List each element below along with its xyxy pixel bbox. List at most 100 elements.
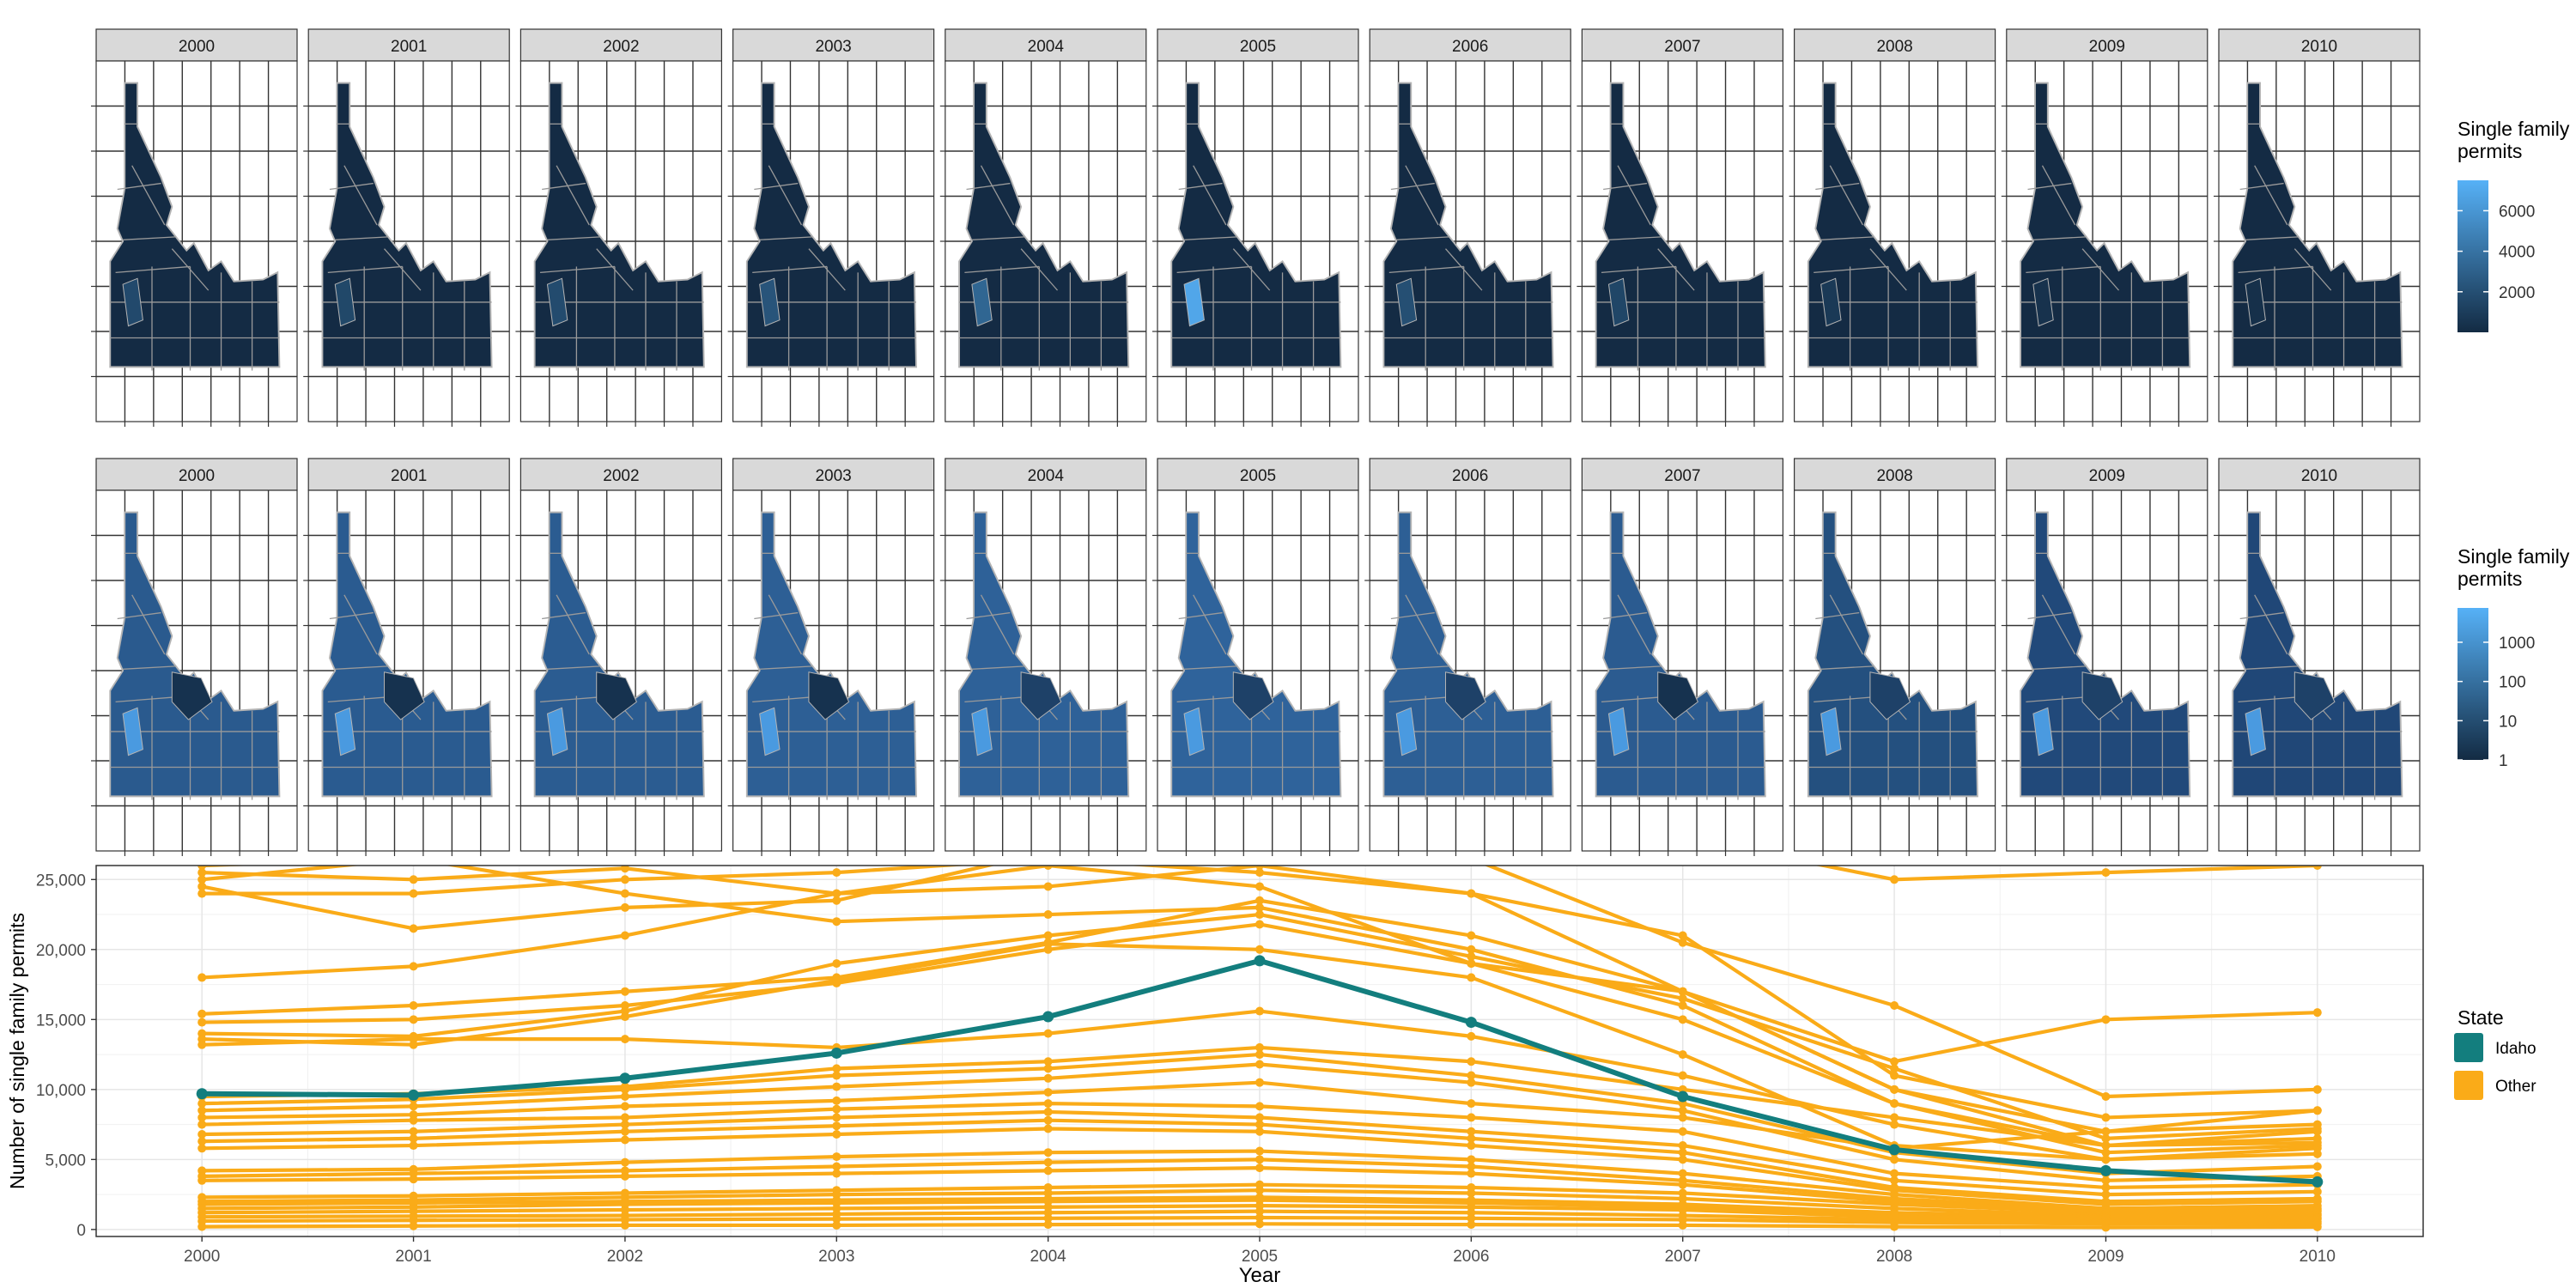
point-other — [620, 866, 629, 873]
series-line-other — [202, 866, 2318, 1120]
point-other — [1043, 931, 1053, 940]
point-other — [1255, 902, 1264, 912]
point-other — [620, 902, 629, 912]
facet-strip-label: 2002 — [603, 38, 639, 56]
facet-strip-label: 2002 — [603, 467, 639, 485]
point-other — [1043, 1064, 1053, 1073]
point-other — [2101, 1148, 2111, 1157]
legend-title-line1: Single family — [2458, 118, 2570, 140]
county-highlight — [2032, 707, 2054, 756]
point-other — [620, 1127, 629, 1136]
point-other — [1043, 939, 1053, 949]
county-dark — [1445, 671, 1486, 720]
county-highlight — [546, 277, 568, 327]
legend-label: Idaho — [2495, 1040, 2537, 1058]
facet-2000: 2000 — [91, 458, 298, 856]
point-other — [832, 1162, 841, 1171]
x-tick-label: 2000 — [184, 1248, 220, 1266]
point-other — [1890, 1064, 1899, 1073]
series-line-other — [201, 866, 2318, 1099]
point-other — [1678, 931, 1687, 940]
facet-strip — [945, 28, 1147, 62]
point-other — [1890, 1222, 1899, 1231]
facet-2007: 2007 — [1577, 28, 1784, 427]
point-idaho — [2099, 1164, 2111, 1176]
point-other — [410, 854, 418, 863]
point-other — [832, 1152, 841, 1162]
legend-colorbar — [2458, 180, 2488, 332]
legend-tick-label: 1 — [2499, 752, 2508, 770]
point-other — [409, 1127, 418, 1136]
point-other — [1467, 1169, 1476, 1178]
point-other — [1467, 1127, 1476, 1136]
point-other — [2101, 1182, 2111, 1192]
point-other — [1255, 1078, 1264, 1087]
point-other — [1467, 1031, 1476, 1041]
point-other — [620, 1012, 629, 1022]
point-other — [2101, 1155, 2111, 1164]
point-other — [409, 1141, 418, 1151]
facet-2008: 2008 — [1789, 458, 1996, 856]
point-other — [1043, 1099, 1053, 1109]
facet-strip-label: 2007 — [1664, 467, 1700, 485]
point-idaho — [196, 1088, 208, 1100]
point-other — [1255, 1050, 1264, 1060]
series-line-other — [202, 866, 2318, 882]
point-other — [832, 975, 841, 985]
point-other — [1467, 1155, 1476, 1164]
point-other — [1043, 1213, 1053, 1223]
point-other — [2312, 866, 2322, 870]
facet-2004: 2004 — [939, 28, 1147, 427]
point-other — [1890, 1099, 1899, 1109]
facet-strip-label: 2006 — [1452, 38, 1488, 56]
facet-strip-label: 2009 — [2089, 38, 2125, 56]
point-other — [1043, 1220, 1053, 1230]
county-dark — [808, 671, 850, 720]
point-other — [197, 1137, 207, 1146]
point-other — [620, 931, 629, 940]
point-other — [1678, 1155, 1687, 1164]
facet-strip — [2218, 28, 2421, 62]
point-other — [1255, 1006, 1264, 1016]
point-other — [2312, 1124, 2322, 1133]
point-other — [1043, 1157, 1053, 1167]
facet-2007: 2007 — [1577, 458, 1784, 856]
point-other — [1678, 1050, 1687, 1060]
facet-strip-label: 2004 — [1028, 467, 1065, 485]
point-other — [409, 1133, 418, 1143]
point-other — [197, 1099, 207, 1109]
point-other — [1467, 889, 1476, 898]
legend-key-other — [2454, 1071, 2483, 1100]
point-other — [197, 882, 207, 891]
map-row-linear: 2000 2001 2002 2003 2004 2005 2006 2007 2008 2009… — [91, 28, 2421, 427]
point-other — [620, 875, 629, 884]
point-other — [1467, 1057, 1476, 1066]
point-other — [1044, 854, 1053, 863]
point-other — [1043, 882, 1053, 891]
point-other — [1467, 931, 1476, 940]
facet-strip — [1369, 458, 1571, 491]
point-other — [832, 1064, 841, 1073]
point-idaho — [619, 1072, 631, 1084]
legend-log: Single family permits 1 10 100 1000 — [2458, 545, 2570, 770]
facet-strip — [1369, 28, 1571, 62]
facet-strip-label: 2008 — [1876, 38, 1912, 56]
point-other — [1255, 920, 1264, 929]
legend-tick-label: 2000 — [2499, 284, 2535, 302]
facet-2002: 2002 — [515, 458, 723, 856]
county-highlight — [971, 277, 993, 327]
x-tick-label: 2010 — [2300, 1248, 2336, 1266]
facet-strip-label: 2001 — [391, 467, 427, 485]
x-tick-label: 2002 — [607, 1248, 643, 1266]
county-dark — [1657, 671, 1698, 720]
legend-state: State Idaho Other — [2454, 1006, 2537, 1100]
point-idaho — [1888, 1144, 1900, 1156]
facet-2003: 2003 — [727, 28, 935, 427]
y-tick-label: 25,000 — [36, 872, 86, 890]
point-other — [1678, 1113, 1687, 1122]
point-other — [1467, 854, 1475, 863]
point-other — [1255, 896, 1264, 905]
county-dark — [596, 671, 637, 720]
point-other — [409, 962, 418, 971]
